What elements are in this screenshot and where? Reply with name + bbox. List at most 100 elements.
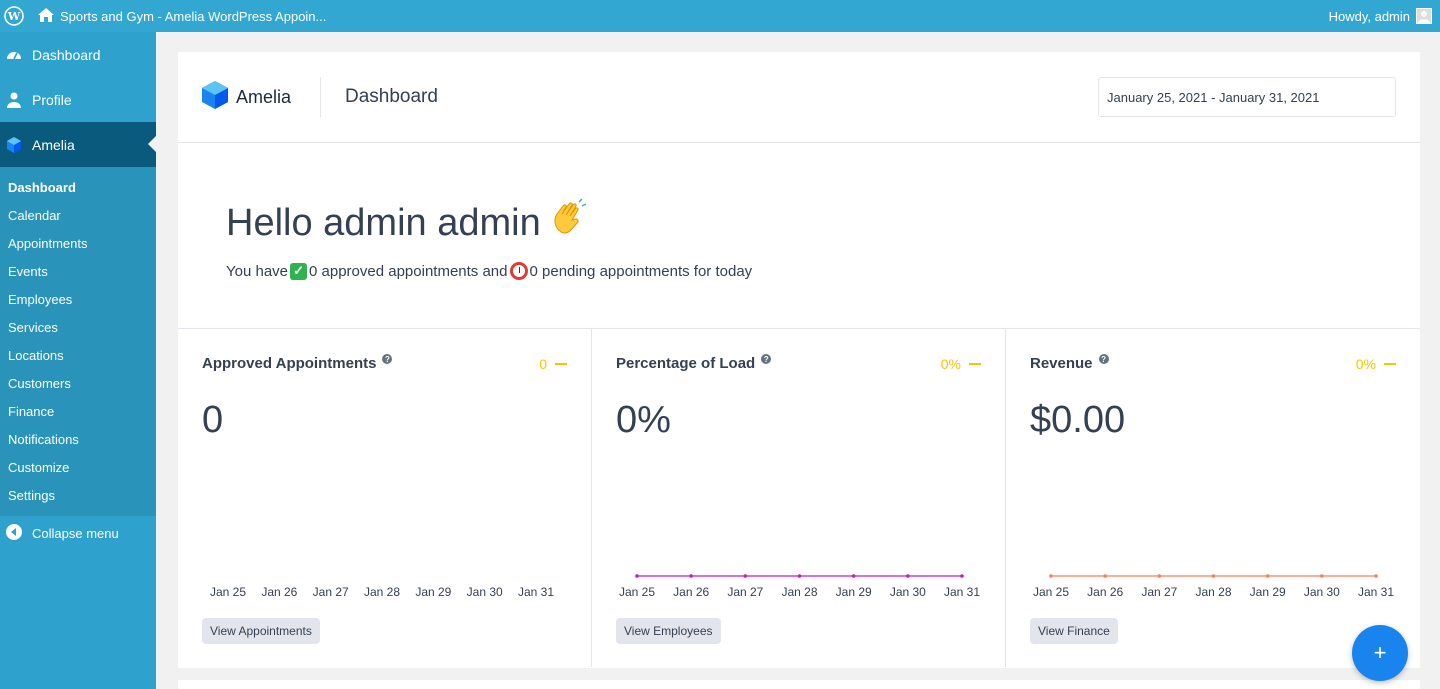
sidebar-item-profile[interactable]: Profile — [0, 77, 156, 122]
x-tick-label: Jan 29 — [836, 585, 872, 599]
card-title-text: Approved Appointments — [202, 355, 377, 372]
trend-indicator: 0% — [1356, 356, 1396, 372]
data-point — [960, 574, 964, 578]
submenu-services[interactable]: Services — [8, 319, 58, 335]
summary-pending: 0 pending appointments for today — [529, 262, 753, 280]
x-tick-label: Jan 29 — [1250, 585, 1286, 599]
percentage-of-load-card: Percentage of Load ? 0% 0% Jan 25 Jan 26 J… — [592, 329, 1006, 667]
x-tick-label: Jan 31 — [944, 585, 980, 599]
x-tick-label: Jan 28 — [1195, 585, 1231, 599]
x-tick-label: Jan 27 — [1141, 585, 1177, 599]
submenu-appointments[interactable]: Appointments — [8, 235, 88, 251]
help-icon[interactable]: ? — [1098, 354, 1109, 364]
submenu-notifications[interactable]: Notifications — [8, 431, 79, 447]
check-mark-icon: ✓ — [290, 262, 308, 280]
sidebar-item-amelia[interactable]: Amelia — [0, 122, 156, 167]
admin-bar: W Sports and Gym - Amelia WordPress Appo… — [0, 0, 1440, 32]
x-tick-label: Jan 27 — [727, 585, 763, 599]
wordpress-logo-icon[interactable]: W — [0, 0, 28, 32]
revenue-amount: $0.00 — [1030, 399, 1126, 441]
card-title: Percentage of Load ? — [616, 354, 772, 372]
x-tick-label: Jan 26 — [673, 585, 709, 599]
waving-hand-icon — [549, 198, 589, 248]
add-new-button[interactable]: + — [1352, 625, 1408, 681]
amelia-brand: Amelia — [202, 77, 321, 117]
trend-value: 0% — [940, 356, 961, 372]
data-point — [851, 574, 856, 578]
x-tick-label: Jan 29 — [415, 585, 451, 599]
profile-icon — [6, 92, 22, 108]
x-tick-label: Jan 28 — [364, 585, 400, 599]
trend-dash-icon — [969, 363, 981, 365]
collapse-menu-label: Collapse menu — [32, 525, 119, 541]
data-point — [635, 574, 639, 578]
x-tick-label: Jan 26 — [1087, 585, 1123, 599]
summary-approved: 0 approved appointments and — [309, 262, 508, 280]
view-employees-button[interactable]: View Employees — [616, 618, 721, 644]
sidebar-item-label: Dashboard — [32, 46, 101, 63]
revenue-chart: Jan 25 Jan 26 Jan 27 Jan 28 Jan 29 Jan 30 Jan … — [1033, 574, 1394, 599]
collapse-menu-button[interactable]: Collapse menu — [0, 516, 156, 550]
submenu-customers[interactable]: Customers — [8, 375, 71, 391]
card-title: Revenue ? — [1030, 354, 1109, 372]
sidebar-item-label: Profile — [32, 91, 72, 108]
percentage-of-load-chart: Jan 25 Jan 26 Jan 27 Jan 28 Jan 29 Jan 30 Jan … — [619, 574, 980, 599]
stats-cards: Approved Appointments ? 0 0 Jan 25 Jan 26… — [178, 329, 1420, 667]
amelia-logo-icon — [202, 80, 228, 114]
next-panel-edge — [178, 680, 1420, 689]
submenu-dashboard[interactable]: Dashboard — [8, 179, 76, 195]
view-finance-button[interactable]: View Finance — [1030, 618, 1118, 644]
page-title: Dashboard — [345, 86, 438, 107]
submenu-calendar[interactable]: Calendar — [8, 207, 61, 223]
svg-text:W: W — [7, 10, 21, 23]
x-tick-label: Jan 31 — [1358, 585, 1394, 599]
user-menu[interactable]: Howdy, admin — [1329, 0, 1432, 32]
data-point — [906, 574, 910, 578]
data-point — [1265, 574, 1270, 578]
admin-sidebar: Dashboard Profile Amelia Dashboard Calen… — [0, 32, 156, 689]
data-point — [689, 574, 693, 578]
trend-value: 0 — [539, 356, 547, 372]
x-tick-label: Jan 30 — [890, 585, 926, 599]
sidebar-item-dashboard[interactable]: Dashboard — [0, 32, 156, 77]
submenu-finance[interactable]: Finance — [8, 403, 55, 419]
submenu-employees[interactable]: Employees — [8, 291, 73, 307]
approved-appointments-card: Approved Appointments ? 0 0 Jan 25 Jan 26… — [178, 329, 592, 667]
amelia-submenu: Dashboard Calendar Appointments Events E… — [0, 167, 156, 516]
x-tick-label: Jan 25 — [210, 585, 246, 599]
date-range-picker[interactable]: January 25, 2021 - January 31, 2021 — [1098, 77, 1396, 117]
card-title: Approved Appointments ? — [202, 354, 393, 372]
approved-appointments-chart: Jan 25 Jan 26 Jan 27 Jan 28 Jan 29 Jan 30 Jan … — [210, 585, 554, 599]
home-icon — [38, 7, 54, 25]
data-point — [743, 574, 748, 578]
submenu-customize[interactable]: Customize — [8, 459, 70, 475]
x-tick-label: Jan 28 — [781, 585, 817, 599]
amelia-brand-name: Amelia — [236, 86, 292, 107]
view-appointments-button[interactable]: View Appointments — [202, 618, 320, 644]
submenu-locations[interactable]: Locations — [8, 347, 64, 363]
welcome-heading: Hello admin admin — [226, 143, 1420, 248]
data-point — [797, 574, 802, 578]
load-percentage: 0% — [616, 399, 671, 441]
help-icon[interactable]: ? — [382, 354, 393, 364]
x-tick-label: Jan 25 — [619, 585, 655, 599]
submenu-events[interactable]: Events — [8, 263, 48, 279]
data-point — [1374, 574, 1378, 578]
trend-value: 0% — [1355, 356, 1376, 372]
dashboard-icon — [6, 47, 22, 63]
x-tick-label: Jan 26 — [261, 585, 297, 599]
appointments-summary: You have ✓ 0 approved appointments and 0… — [226, 262, 1420, 280]
trend-indicator: 0% — [941, 356, 981, 372]
x-tick-label: Jan 30 — [1304, 585, 1340, 599]
site-name-link[interactable]: Sports and Gym - Amelia WordPress Appoin… — [38, 7, 326, 25]
submenu-settings[interactable]: Settings — [8, 487, 55, 503]
x-tick-label: Jan 31 — [518, 585, 554, 599]
welcome-text: Hello admin admin — [226, 201, 541, 244]
sidebar-item-label: Amelia — [32, 136, 75, 153]
data-point — [1320, 574, 1324, 578]
help-icon[interactable]: ? — [761, 354, 772, 364]
welcome-section: Hello admin admin You have ✓ 0 approved … — [178, 143, 1420, 329]
x-tick-label: Jan 27 — [313, 585, 349, 599]
alarm-clock-icon — [509, 262, 528, 280]
page-header: Amelia Dashboard January 25, 2021 - Janu… — [178, 52, 1420, 143]
